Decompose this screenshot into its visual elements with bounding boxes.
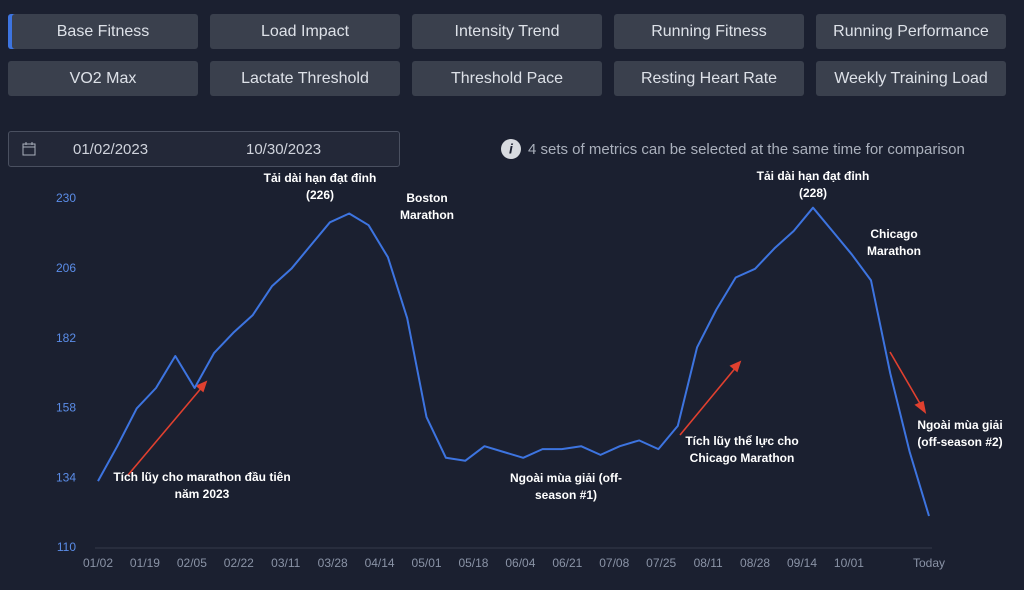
start-date[interactable]: 01/02/2023 xyxy=(73,141,149,158)
tab-button[interactable]: Running Performance xyxy=(816,14,1006,49)
info-text: 4 sets of metrics can be selected at the… xyxy=(528,140,965,158)
y-tick-label: 110 xyxy=(57,540,76,554)
tab-button[interactable]: Weekly Training Load xyxy=(816,61,1006,96)
y-tick-label: 158 xyxy=(56,401,76,415)
annotation: Ngoài mùa giải (off-season #2) xyxy=(917,418,1003,449)
x-tick-label: 02/05 xyxy=(177,556,207,570)
annotation: Tải dài hạn đạt đỉnh (226) xyxy=(263,171,377,202)
date-range[interactable]: 01/02/2023 10/30/2023 xyxy=(8,131,400,167)
x-tick-label: 02/22 xyxy=(224,556,254,570)
x-tick-label: 03/11 xyxy=(271,556,300,570)
x-tick-label: 06/21 xyxy=(552,556,582,570)
x-tick-label: 07/08 xyxy=(599,556,629,570)
end-date[interactable]: 10/30/2023 xyxy=(246,141,322,158)
tab-button[interactable]: Intensity Trend xyxy=(412,14,602,49)
annotation: Tải dài hạn đạt đỉnh (228) xyxy=(756,169,870,200)
x-tick-label: 05/01 xyxy=(412,556,442,570)
x-tick-label: 08/11 xyxy=(694,556,723,570)
x-tick-label: 09/14 xyxy=(787,556,817,570)
x-tick-label: 06/04 xyxy=(505,556,535,570)
x-tick-label: Today xyxy=(913,556,945,570)
annotation: Ngoài mùa giải (off-season #1) xyxy=(510,471,622,502)
x-tick-label: 04/14 xyxy=(365,556,395,570)
x-tick-label: 08/28 xyxy=(740,556,770,570)
tab-button[interactable]: Lactate Threshold xyxy=(210,61,400,96)
x-tick-label: 03/28 xyxy=(318,556,348,570)
y-tick-label: 182 xyxy=(56,331,76,345)
x-tick-label: 05/18 xyxy=(458,556,488,570)
info: i 4 sets of metrics can be selected at t… xyxy=(500,138,965,160)
tab-button[interactable]: Threshold Pace xyxy=(412,61,602,96)
annotation: Boston Marathon xyxy=(400,191,454,222)
tab-button[interactable]: Resting Heart Rate xyxy=(614,61,804,96)
series-line xyxy=(97,206,930,517)
x-tick-label: 10/01 xyxy=(834,556,864,570)
calendar-icon xyxy=(22,142,36,156)
svg-text:i: i xyxy=(509,141,514,157)
y-tick-label: 230 xyxy=(56,191,76,205)
x-tick-label: 01/02 xyxy=(83,556,113,570)
x-tick-label: 07/25 xyxy=(646,556,676,570)
annotation: Tích lũy cho marathon đầu tiên năm 2023 xyxy=(113,470,291,501)
arrows xyxy=(127,351,927,476)
tab-button[interactable]: Base Fitness xyxy=(8,14,198,49)
y-tick-label: 134 xyxy=(56,470,76,484)
y-tick-label: 206 xyxy=(56,261,76,275)
x-tick-label: 01/19 xyxy=(130,556,160,570)
info-icon: i xyxy=(501,139,521,159)
annotation: Chicago Marathon xyxy=(867,227,921,258)
annotation: Tích lũy thể lực cho Chicago Marathon xyxy=(685,434,799,465)
tab-button[interactable]: Running Fitness xyxy=(614,14,804,49)
tab-button[interactable]: Load Impact xyxy=(210,14,400,49)
tab-button[interactable]: VO2 Max xyxy=(8,61,198,96)
